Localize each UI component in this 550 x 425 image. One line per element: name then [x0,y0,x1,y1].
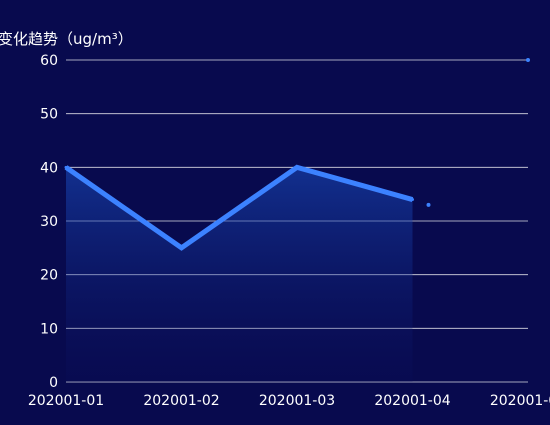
series-line [64,164,414,251]
marker-point [526,58,530,62]
series-area-fill [66,167,413,382]
x-axis: 202001-01 202001-02 202001-03 202001-04 2020… [28,393,550,409]
x-tick-label: 202001-05 [490,393,550,409]
data-point [64,165,68,169]
data-point [180,246,183,250]
marker-point [426,202,431,207]
y-tick-label: 40 [40,160,58,176]
data-point [295,165,299,169]
chart-title-text: 变化趋势 [0,30,58,48]
x-tick-label: 202001-01 [28,393,104,409]
x-tick-label: 202001-02 [143,393,219,409]
y-axis: 0 10 20 30 40 50 60 [40,53,58,391]
series-line-group [64,164,414,251]
chart-title: 变化趋势（ug/m³） [0,30,133,48]
series-area [66,167,413,382]
y-tick-label: 30 [40,214,58,230]
y-tick-label: 10 [40,321,58,337]
chart-unit: （ug/m³） [58,30,133,48]
y-tick-label: 0 [49,375,58,391]
x-tick-label: 202001-04 [374,393,450,409]
data-point [411,198,414,202]
marker-group [426,58,530,207]
y-tick-label: 60 [40,53,58,69]
x-tick-label: 202001-03 [259,393,335,409]
y-tick-label: 50 [40,107,58,123]
y-tick-label: 20 [40,268,58,284]
